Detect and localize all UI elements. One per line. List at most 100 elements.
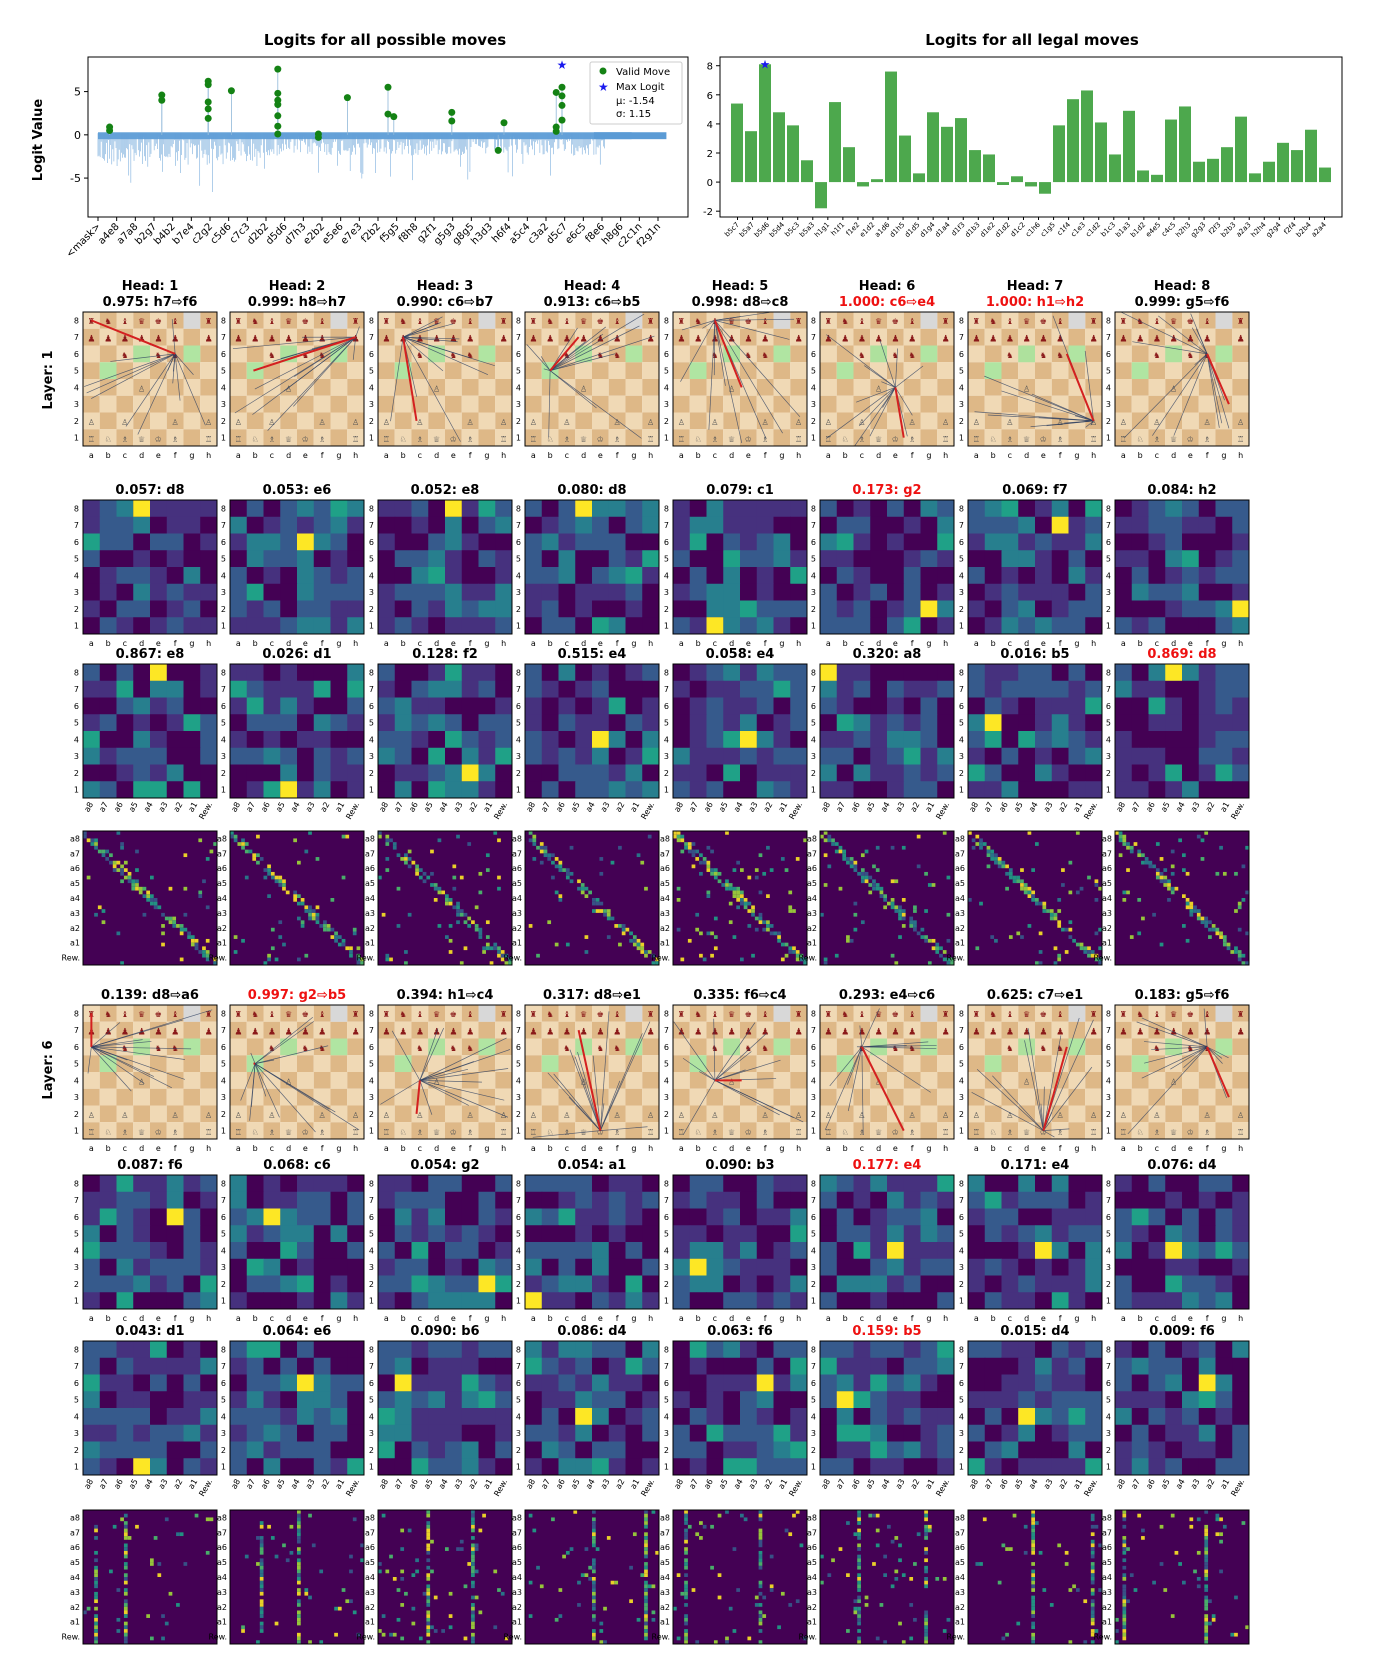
heat-cell [937,533,955,551]
board-square [920,328,938,346]
heat-cell [445,533,463,551]
legal-move-bar [1025,182,1037,187]
heat-cell [1148,781,1166,799]
heat-cell [608,516,626,534]
matrix-cell [901,909,906,913]
attention-arrow [858,387,896,427]
matrix-background [83,1510,217,1644]
white-pawn: ♙ [1023,385,1030,394]
heat-cell [1232,747,1250,765]
attention-arrow [91,1046,172,1089]
rank-label: 6 [811,538,816,547]
valid-move-point [274,130,282,138]
heat-cell [461,664,479,682]
rank-label: 4 [516,383,521,392]
board-square [411,429,429,446]
heat-cell [495,664,513,682]
heat-cell [83,600,101,618]
square-tick-label: a3 [157,1478,170,1491]
board-square [756,328,774,346]
square-tick-label: a5 [422,801,435,814]
board-square [937,429,954,446]
matrix-cell [647,950,652,954]
heat-cell [411,664,429,682]
heat-cell [230,516,248,534]
board-square [1148,429,1166,446]
board-square [99,1021,117,1039]
matrix-cell [618,942,622,947]
matrix-cell [97,849,102,854]
matrix-cell [164,1621,169,1626]
matrix-cell [94,1606,98,1611]
file-label: b [843,451,848,460]
board-square [836,429,854,446]
file-label: e [156,1314,161,1323]
matrix-cell [334,931,338,936]
matrix-ytick-label: a8 [70,834,80,843]
matrix-cell [274,875,279,880]
matrix-frame [377,830,513,966]
matrix-cell [935,946,940,951]
rank-label: 8 [664,668,669,677]
board-square [689,412,707,430]
rank-label: 1 [74,1297,79,1306]
black-pawn: ♟ [972,334,980,344]
black-pawn: ♟ [1170,334,1178,344]
board-square [1131,328,1149,346]
black-pawn: ♟ [500,334,508,344]
rank-label: 8 [1106,316,1111,325]
board-square [558,412,576,430]
heat-cell [1131,714,1149,732]
matrix-cell [452,875,457,880]
matrix-cell [699,953,703,958]
matrix-cell [758,853,763,858]
heat-cell [642,600,660,618]
board-square [1085,312,1102,329]
matrix-cell [1234,909,1238,913]
heat-frame [1114,499,1250,635]
matrix-cell [94,1636,98,1641]
heat-cell [853,764,871,782]
heat-cell [330,664,348,682]
matrix-cell [183,1562,188,1566]
white-piece: ♗ [1006,435,1013,444]
square-tick-label: a5 [274,801,287,814]
matrix-cell [1016,875,1021,880]
black-piece: ♜ [825,317,832,326]
matrix-cell [194,1513,199,1518]
matrix-cell [452,886,457,891]
attention-arrow [549,325,640,371]
matrix-cell [112,1524,117,1529]
attention-arrow [402,336,489,376]
map1-label: 0.079: c1 [706,483,774,498]
board-square [558,379,576,396]
heat-cell [394,664,412,682]
matrix-cell [297,1636,301,1641]
heat-cell [625,600,643,618]
legal-move-bar [871,179,883,183]
white-pawn: ♙ [647,418,654,427]
heat-cell [116,1275,134,1293]
heat-cell [1018,680,1036,698]
matrix-cell [846,860,850,865]
board-square [150,328,167,346]
heat-cell [394,550,412,568]
matrix-cell [153,1536,158,1540]
head-column: Head: 80.999: g5⇨f6♜♞♝♛♚♝♜♟♟♟♟♟♟♟♞♞♞♙♙♙♙… [1094,279,1250,966]
heat-cell [330,781,348,799]
file-label: h [353,451,358,460]
black-piece: ♞ [302,351,309,360]
head-move-label: 0.975: h7⇨f6 [103,295,198,310]
valid-move-point [227,87,235,95]
matrix-cell [459,912,464,917]
matrix-cell [1122,842,1127,846]
heat-cell [937,600,955,618]
matrix-cell [629,931,633,936]
heat-cell [689,697,707,715]
matrix-cell [713,871,718,876]
board-square [394,379,412,396]
matrix-cell [713,875,718,880]
heat-cell [200,1458,218,1476]
heat-frame [524,663,660,799]
matrix-cell [577,879,581,884]
